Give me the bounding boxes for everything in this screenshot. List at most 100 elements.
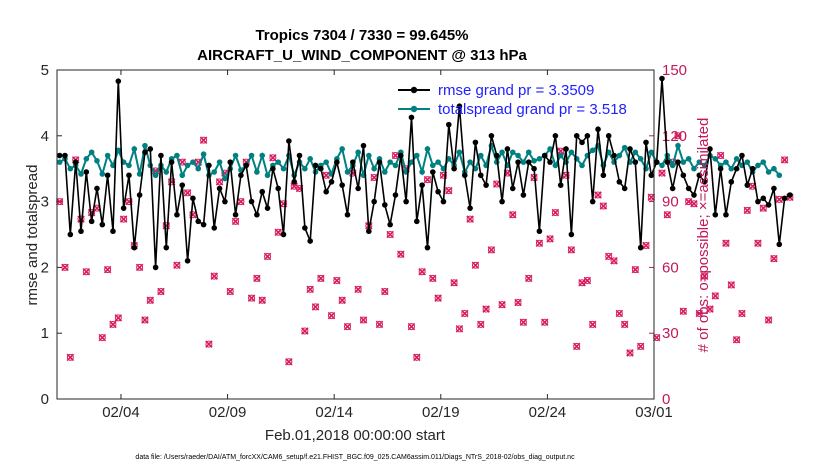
rmse-point [472, 139, 479, 146]
totalspread-point [531, 158, 537, 164]
totalspread-point [136, 171, 143, 177]
chart-subtitle: AIRCRAFT_U_WIND_COMPONENT @ 313 hPa [197, 47, 527, 64]
footer-data-file: data file: /Users/raeder/DAI/ATM_forcXX/… [135, 454, 575, 461]
obs-possible-marker [605, 252, 613, 260]
obs-possible-marker [359, 316, 367, 324]
obs-possible-marker [770, 255, 778, 263]
rmse-point [691, 192, 697, 198]
y-tick-label: 2 [41, 259, 49, 276]
totalspread-point [222, 175, 228, 182]
rmse-point [413, 218, 420, 225]
rmse-point [600, 172, 607, 179]
rmse-point [238, 172, 244, 179]
totalspread-point [99, 171, 106, 177]
obs-possible-marker [450, 279, 458, 287]
obs-possible-marker [232, 217, 240, 225]
totalspread-point [307, 156, 313, 162]
totalspread-point [691, 165, 697, 172]
y2-tick-label: 120 [662, 128, 687, 145]
obs-assimilated-marker [679, 307, 688, 316]
rmse-point [350, 159, 356, 165]
rmse-point [232, 211, 239, 218]
obs-possible-marker [407, 323, 415, 331]
totalspread-point [547, 146, 553, 152]
totalspread-point [733, 156, 740, 162]
obs-assimilated-marker [780, 156, 789, 164]
rmse-point [206, 162, 212, 169]
rmse-point [99, 221, 106, 228]
rmse-point [120, 205, 127, 211]
rmse-point [781, 195, 788, 202]
totalspread-point [387, 159, 393, 165]
obs-possible-marker [125, 198, 133, 206]
obs-assimilated-marker [482, 305, 490, 313]
obs-possible-marker [509, 211, 517, 219]
obs-assimilated-marker [770, 254, 778, 263]
rmse-point [174, 211, 180, 218]
obs-possible-marker [743, 206, 751, 214]
obs-possible-marker [104, 266, 112, 274]
totalspread-point [499, 149, 505, 156]
obs-assimilated-marker [445, 186, 453, 195]
totalspread-point [344, 169, 351, 175]
obs-possible-marker [136, 263, 144, 271]
obs-assimilated-marker [684, 197, 693, 206]
rmse-point [659, 75, 665, 82]
totalspread-point [163, 169, 170, 175]
obs-assimilated-marker [215, 178, 224, 186]
obs-possible-marker [781, 156, 789, 164]
rmse-point [536, 228, 543, 235]
obs-possible-marker [722, 239, 730, 247]
obs-possible-marker [114, 314, 122, 322]
rmse-point [424, 244, 431, 251]
obs-assimilated-marker [466, 215, 474, 223]
rmse-point [648, 172, 655, 179]
obs-assimilated-marker [711, 292, 720, 300]
obs-possible-marker [519, 318, 527, 326]
totalspread-point [509, 149, 516, 156]
obs-possible-marker [599, 202, 607, 210]
legend-rmse-marker [410, 86, 418, 94]
rmse-point [323, 188, 329, 195]
rmse-point [115, 78, 122, 84]
obs-possible-marker [487, 246, 495, 254]
obs-possible-marker [535, 239, 543, 247]
obs-possible-marker [439, 171, 447, 179]
obs-possible-marker [621, 320, 629, 328]
obs-possible-marker [765, 316, 773, 324]
rmse-point [392, 192, 399, 198]
totalspread-point [190, 159, 196, 165]
obs-assimilated-marker [413, 353, 421, 362]
rmse-point [248, 198, 255, 205]
obs-assimilated-marker [231, 217, 240, 226]
obs-possible-marker [477, 320, 485, 328]
obs-assimilated-marker [263, 252, 272, 261]
rmse-point [403, 198, 409, 205]
rmse-point [557, 182, 564, 188]
obs-assimilated-marker [514, 298, 522, 307]
rmse-point [435, 188, 441, 195]
obs-assimilated-marker [471, 261, 480, 269]
obs-possible-marker [312, 303, 320, 311]
rmse-point [669, 185, 676, 192]
rmse-point [573, 133, 580, 139]
obs-assimilated-marker [397, 250, 405, 259]
obs-possible-marker [695, 309, 703, 317]
obs-assimilated-marker [578, 278, 586, 287]
obs-possible-marker [375, 320, 383, 328]
obs-possible-marker [551, 209, 559, 217]
totalspread-point [659, 162, 665, 169]
totalspread-point [408, 159, 415, 165]
totalspread-point [67, 165, 74, 172]
obs-possible-marker [269, 154, 277, 162]
rmse-point [755, 198, 761, 205]
obs-assimilated-marker [716, 151, 725, 160]
obs-assimilated-marker [237, 197, 245, 206]
totalspread-point [371, 165, 377, 172]
rmse-point [579, 139, 585, 146]
rmse-point [62, 152, 68, 159]
obs-assimilated-marker [540, 318, 549, 326]
y-axis-right: 0 30 60 90 120 150 [649, 62, 687, 408]
totalspread-point [637, 156, 644, 162]
